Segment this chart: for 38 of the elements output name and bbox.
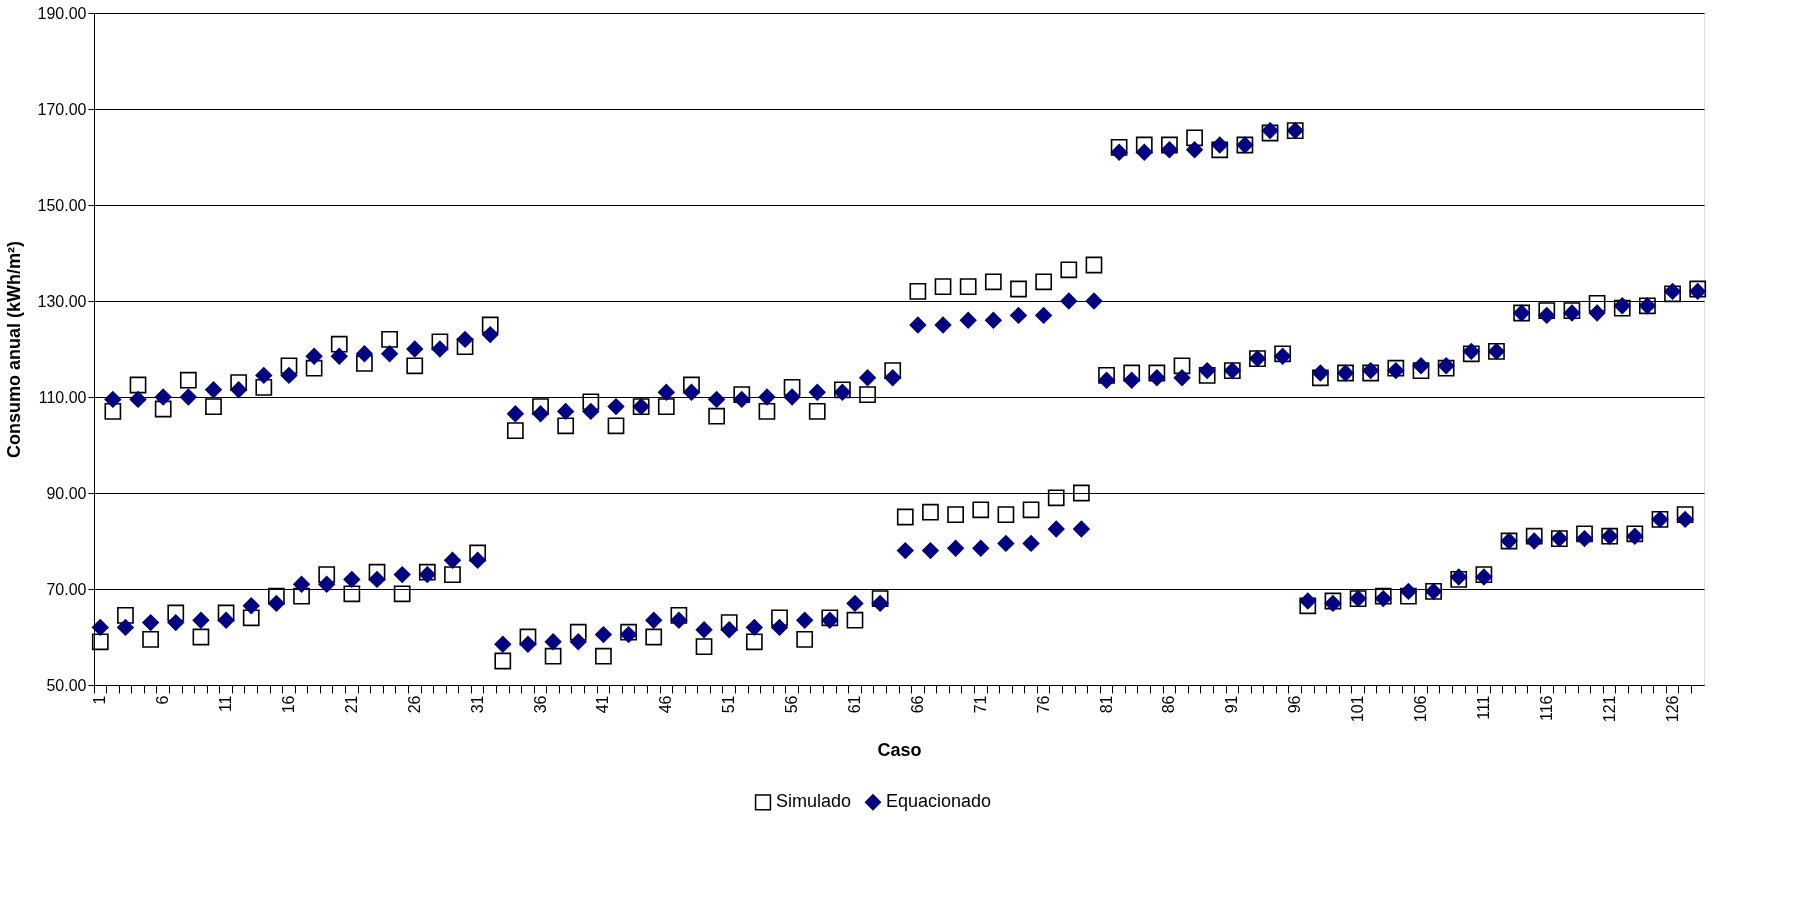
legend-label: Simulado — [776, 791, 852, 812]
y-tick-label: 190.00 — [37, 4, 87, 22]
x-tick-label: 101 — [1349, 695, 1367, 723]
x-tick-label: 11 — [217, 695, 235, 713]
x-tick-label: 121 — [1600, 695, 1618, 723]
x-tick-label: 46 — [657, 695, 675, 714]
y-tick-label: 70.00 — [46, 580, 87, 598]
x-tick-label: 111 — [1474, 695, 1492, 720]
y-tick-label: 170.00 — [37, 100, 87, 118]
x-tick-label: 66 — [908, 695, 926, 714]
x-tick-label: 1 — [91, 695, 109, 705]
x-axis-title: Caso — [877, 740, 922, 761]
y-tick-label: 110.00 — [38, 388, 87, 406]
x-tick-label: 91 — [1223, 695, 1241, 714]
y-tick-label: 90.00 — [46, 484, 87, 502]
x-tick-label: 41 — [594, 695, 612, 714]
x-tick-label: 6 — [154, 695, 172, 705]
x-tick-label: 31 — [468, 695, 486, 714]
x-tick-label: 61 — [845, 695, 863, 714]
x-tick-label: 81 — [1097, 695, 1115, 714]
y-tick-label: 150.00 — [37, 196, 87, 214]
legend-label: Equacionado — [886, 791, 992, 812]
x-tick-label: 116 — [1537, 695, 1555, 722]
x-tick-label: 26 — [405, 695, 423, 714]
x-tick-label: 71 — [971, 695, 989, 714]
x-tick-label: 56 — [783, 695, 801, 714]
x-tick-label: 106 — [1411, 695, 1429, 723]
x-tick-label: 21 — [342, 695, 360, 714]
x-tick-label: 126 — [1663, 695, 1681, 723]
x-tick-label: 51 — [720, 695, 738, 714]
x-tick-label: 36 — [531, 695, 549, 714]
y-axis-title: Consumo anual (kWh/m²) — [3, 241, 24, 458]
x-tick-label: 16 — [279, 695, 297, 714]
x-tick-label: 86 — [1160, 695, 1178, 714]
y-tick-label: 50.00 — [46, 676, 87, 694]
x-tick-label: 76 — [1034, 695, 1052, 714]
y-tick-label: 130.00 — [37, 292, 87, 310]
x-tick-label: 96 — [1286, 695, 1304, 714]
